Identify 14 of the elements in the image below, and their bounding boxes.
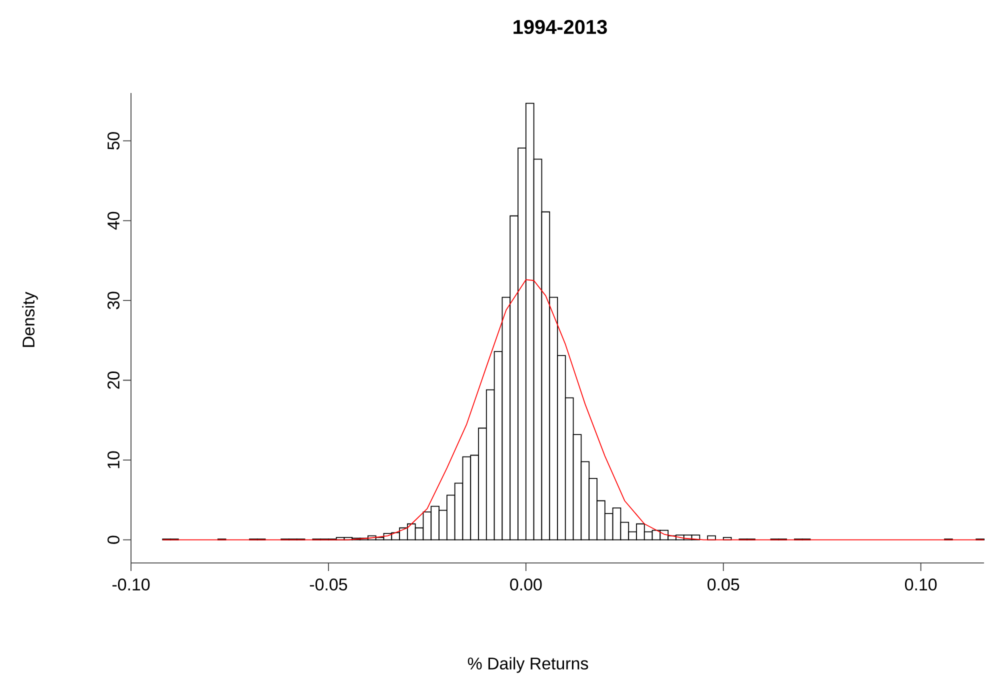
y-axis-title: Density — [22, 292, 38, 347]
x-tick-label: -0.10 — [112, 578, 150, 590]
x-tick-label: -0.05 — [310, 578, 348, 590]
x-tick-label: 0.00 — [510, 578, 542, 590]
x-tick-label: 0.10 — [905, 578, 937, 590]
x-tick-label: 0.05 — [708, 578, 740, 590]
x-axis-title: % Daily Returns — [468, 657, 588, 673]
y-tick-label: 0 — [107, 536, 120, 544]
y-tick-label: 10 — [107, 451, 120, 468]
y-tick-label: 50 — [107, 132, 120, 150]
y-tick-label: 20 — [107, 371, 120, 389]
chart-title: 1994-2013 — [514, 20, 607, 34]
y-tick-label: 30 — [107, 292, 120, 310]
y-tick-label: 40 — [107, 212, 120, 230]
